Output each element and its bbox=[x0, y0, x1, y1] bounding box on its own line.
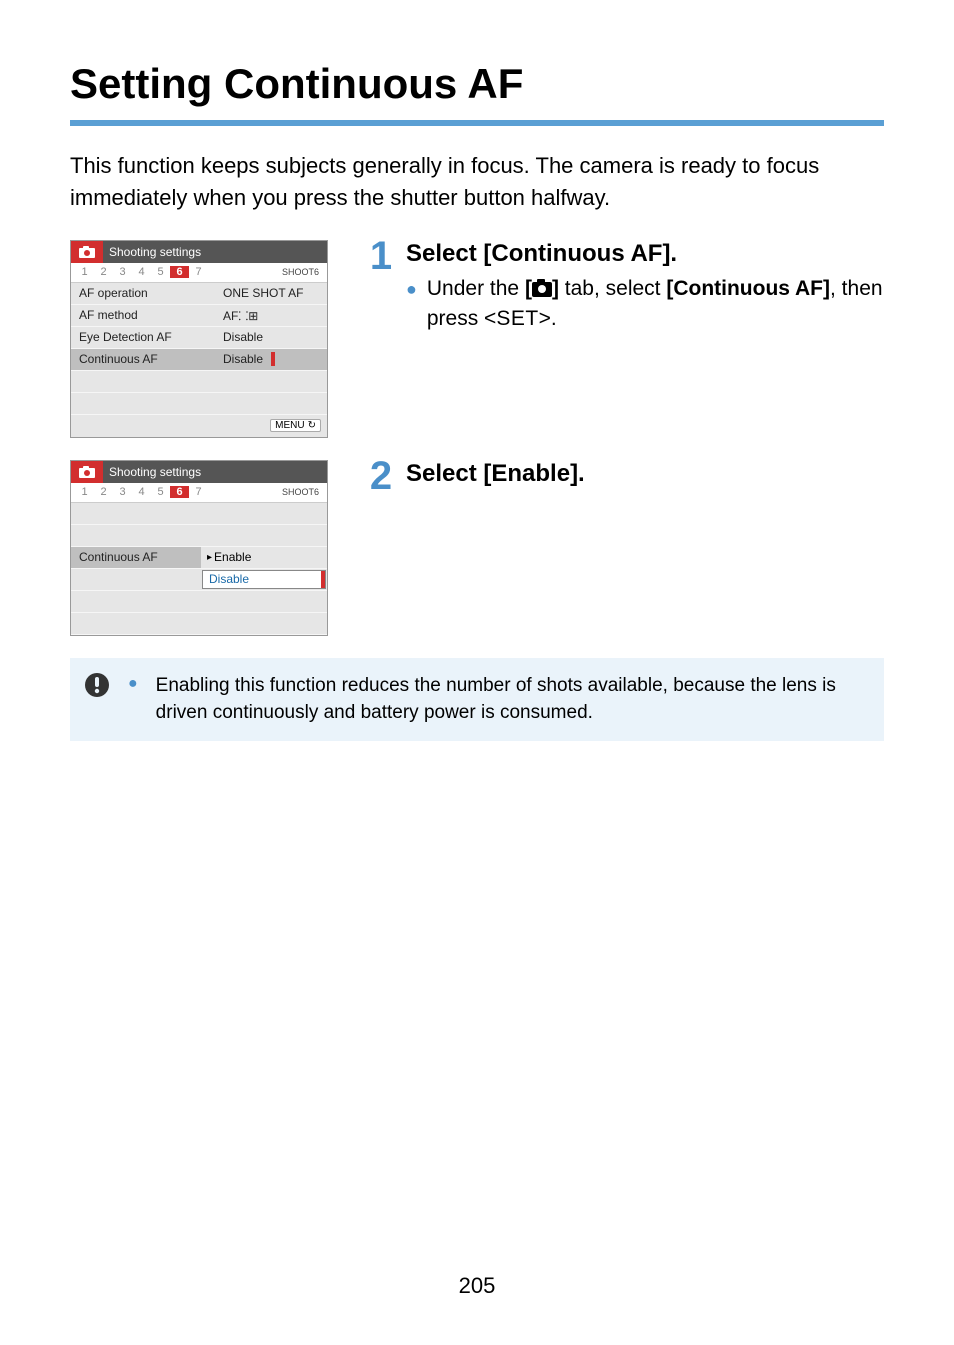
caution-icon bbox=[84, 672, 110, 703]
cs1-empty bbox=[71, 371, 327, 393]
step-2-title: Select [Enable]. bbox=[406, 460, 884, 488]
note-text: Enabling this function reduces the numbe… bbox=[156, 672, 866, 727]
cs2-empty bbox=[71, 503, 327, 525]
cs2-empty bbox=[71, 525, 327, 547]
camera-icon bbox=[532, 282, 552, 297]
t: >. bbox=[539, 307, 557, 330]
page-number: 205 bbox=[0, 1273, 954, 1299]
cs1-row-label: Eye Detection AF bbox=[79, 330, 223, 344]
cs1-shoot-label: SHOOT6 bbox=[282, 267, 323, 277]
cs1-tab-6: 6 bbox=[170, 266, 189, 278]
camera-screenshot-1: Shooting settings 1 2 3 4 5 6 7 SHOOT6 A… bbox=[70, 240, 328, 438]
cs2-tabs: 1 2 3 4 5 6 7 SHOOT6 bbox=[71, 483, 327, 503]
cs2-tab-5: 5 bbox=[151, 486, 170, 498]
note-box: ● Enabling this function reduces the num… bbox=[70, 658, 884, 741]
cs1-empty bbox=[71, 393, 327, 415]
cs2-option-label: Continuous AF bbox=[71, 547, 201, 568]
cs2-option-disable-row: Disable bbox=[71, 569, 327, 591]
cs2-option-enable-row: Continuous AF Enable bbox=[71, 547, 327, 569]
menu-label: MENU bbox=[275, 420, 304, 431]
cs2-tab-7: 7 bbox=[189, 486, 208, 498]
step-2: Shooting settings 1 2 3 4 5 6 7 SHOOT6 C… bbox=[70, 460, 884, 636]
set-key: SET bbox=[496, 307, 538, 330]
t: tab, select bbox=[559, 277, 666, 300]
step-2-body: 2 Select [Enable]. bbox=[366, 460, 884, 496]
cs2-empty bbox=[71, 591, 327, 613]
camera-tab-icon bbox=[71, 461, 103, 483]
cs1-header: Shooting settings bbox=[71, 241, 327, 263]
cs1-row-value: Disable bbox=[223, 352, 319, 366]
cs1-row-continuous-af: Continuous AF Disable bbox=[71, 349, 327, 371]
page-title: Setting Continuous AF bbox=[70, 60, 884, 108]
cs2-option-left-empty bbox=[71, 569, 201, 590]
cs1-row-label: AF method bbox=[79, 308, 223, 322]
t: ] bbox=[552, 277, 559, 300]
cs1-tab-2: 2 bbox=[94, 266, 113, 278]
cs1-row-value: AF⸬⊞ bbox=[223, 307, 319, 324]
cs1-row-label: Continuous AF bbox=[79, 352, 223, 366]
cs2-tab-3: 3 bbox=[113, 486, 132, 498]
cs1-tab-1: 1 bbox=[75, 266, 94, 278]
step-1-bullet-text: Under the [] tab, select [Continuous AF]… bbox=[427, 274, 884, 335]
t: [ bbox=[525, 277, 532, 300]
cs1-tab-7: 7 bbox=[189, 266, 208, 278]
cs2-tab-2: 2 bbox=[94, 486, 113, 498]
cs1-header-title: Shooting settings bbox=[103, 241, 327, 263]
cs1-row-value: Disable bbox=[223, 330, 319, 344]
cs1-row-eye-detection: Eye Detection AF Disable bbox=[71, 327, 327, 349]
cs1-row-af-method: AF method AF⸬⊞ bbox=[71, 305, 327, 327]
cs2-tab-4: 4 bbox=[132, 486, 151, 498]
step-1-number: 1 bbox=[366, 236, 396, 276]
step-2-content: Select [Enable]. bbox=[406, 460, 884, 494]
step-1-bullet: ● Under the [] tab, select [Continuous A… bbox=[406, 274, 884, 335]
step-2-number: 2 bbox=[366, 456, 396, 496]
cs1-menu-row: MENU ↻ bbox=[71, 415, 327, 437]
cs2-tab-6: 6 bbox=[170, 486, 189, 498]
cs2-tab-1: 1 bbox=[75, 486, 94, 498]
step-1-body: 1 Select [Continuous AF]. ● Under the []… bbox=[366, 240, 884, 335]
step-1-title: Select [Continuous AF]. bbox=[406, 240, 884, 268]
camera-screenshot-2: Shooting settings 1 2 3 4 5 6 7 SHOOT6 C… bbox=[70, 460, 328, 636]
cs1-tab-3: 3 bbox=[113, 266, 132, 278]
step-1: Shooting settings 1 2 3 4 5 6 7 SHOOT6 A… bbox=[70, 240, 884, 438]
cs2-option-disable: Disable bbox=[202, 570, 326, 589]
cs2-empty bbox=[71, 613, 327, 635]
step-1-content: Select [Continuous AF]. ● Under the [] t… bbox=[406, 240, 884, 335]
cs1-row-af-operation: AF operation ONE SHOT AF bbox=[71, 283, 327, 305]
cs2-header: Shooting settings bbox=[71, 461, 327, 483]
cs1-tab-4: 4 bbox=[132, 266, 151, 278]
camera-tab-icon bbox=[71, 241, 103, 263]
back-icon: ↻ bbox=[308, 420, 316, 431]
cs1-tab-5: 5 bbox=[151, 266, 170, 278]
cs1-row-label: AF operation bbox=[79, 286, 223, 300]
cs2-header-title: Shooting settings bbox=[103, 461, 327, 483]
bullet-dot-icon: ● bbox=[128, 672, 138, 696]
intro-text: This function keeps subjects generally i… bbox=[70, 150, 884, 214]
menu-back-button: MENU ↻ bbox=[270, 419, 321, 432]
cs2-shoot-label: SHOOT6 bbox=[282, 487, 323, 497]
bullet-dot-icon: ● bbox=[406, 274, 417, 335]
t: [Continuous AF] bbox=[666, 277, 830, 300]
title-underline bbox=[70, 120, 884, 126]
t: Under the bbox=[427, 277, 525, 300]
cs2-option-enable: Enable bbox=[201, 547, 327, 568]
cs1-tabs: 1 2 3 4 5 6 7 SHOOT6 bbox=[71, 263, 327, 283]
cs1-row-value: ONE SHOT AF bbox=[223, 286, 319, 300]
